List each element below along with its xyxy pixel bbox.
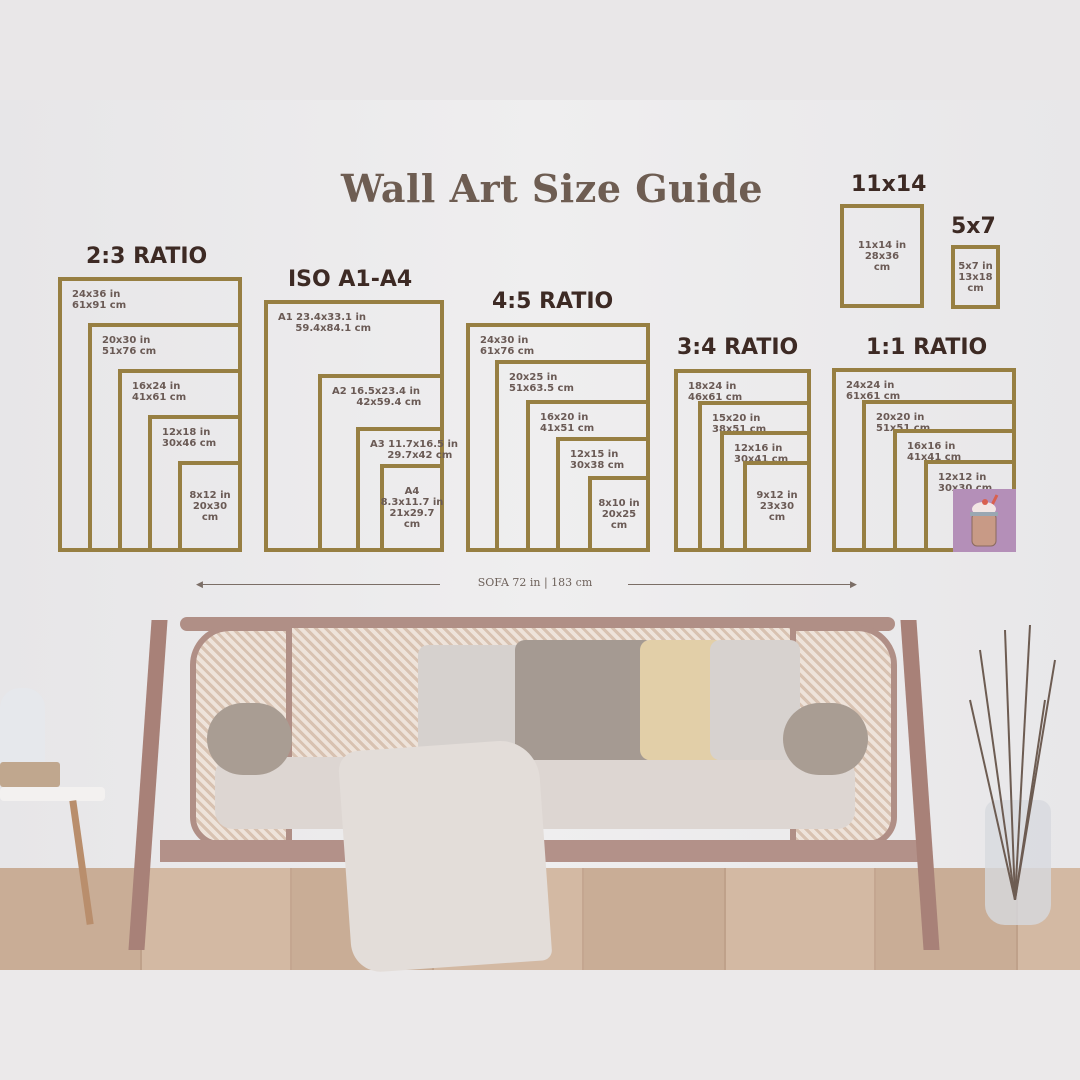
size-label: 8x12 in 20x30 cm <box>189 490 231 523</box>
size-label: A4 8.3x11.7 in 21x29.7 cm <box>380 486 444 530</box>
sofa-top-rail <box>180 617 895 631</box>
size-label: 12x16 in 30x41 cm <box>734 443 789 465</box>
group-heading: ISO A1-A4 <box>288 267 413 292</box>
milkshake-artwork <box>953 489 1016 552</box>
size-label: 9x12 in 23x30 cm <box>756 490 798 523</box>
size-frame <box>951 245 1000 309</box>
group-heading: 3:4 RATIO <box>677 335 799 360</box>
top-band <box>0 0 1080 100</box>
size-label: A2 16.5x23.4 in 42x59.4 cm <box>332 386 422 408</box>
size-label: 16x20 in 41x51 cm <box>540 412 595 434</box>
sofa-measure-line-left <box>198 584 440 585</box>
pillow-taupe <box>515 640 655 760</box>
arrow-left-icon: ◀ <box>196 580 203 590</box>
size-label: 16x16 in 41x41 cm <box>907 441 962 463</box>
size-frame <box>588 476 650 552</box>
group-heading: 5x7 <box>951 214 996 239</box>
size-label: 20x25 in 51x63.5 cm <box>509 372 574 394</box>
bottom-band <box>0 970 1080 1080</box>
bolster-left <box>207 703 292 775</box>
milkshake-icon <box>970 494 999 547</box>
size-label: 16x24 in 41x61 cm <box>132 381 187 403</box>
group-heading: 4:5 RATIO <box>492 289 614 314</box>
sofa-measure-line-right <box>628 584 855 585</box>
size-label: 12x15 in 30x38 cm <box>570 449 625 471</box>
size-label: A3 11.7x16.5 in 29.7x42 cm <box>370 439 459 461</box>
size-frame <box>178 461 242 552</box>
size-label: 24x36 in 61x91 cm <box>72 289 127 311</box>
page-title: Wall Art Size Guide <box>340 166 763 211</box>
arrow-right-icon: ▶ <box>850 580 857 590</box>
glass-jar <box>0 688 45 768</box>
size-label: 5x7 in 13x18 cm <box>958 260 993 294</box>
size-label: 12x12 in 30x30 cm <box>938 472 992 494</box>
size-label: 24x24 in 61x61 cm <box>846 380 901 402</box>
throw-blanket <box>337 738 553 974</box>
branches-icon <box>969 624 1056 900</box>
group-heading: 11x14 <box>851 172 927 197</box>
pillow-grey <box>418 645 533 755</box>
size-label: 8x10 in 20x25 cm <box>598 497 640 531</box>
size-label: 20x20 in 51x51 cm <box>876 412 931 434</box>
size-label: 20x30 in 51x76 cm <box>102 335 157 357</box>
size-label: 12x18 in 30x46 cm <box>162 427 217 449</box>
size-frame <box>840 204 924 308</box>
basket <box>0 762 60 787</box>
bolster-right <box>783 703 868 775</box>
group-heading: 2:3 RATIO <box>86 244 208 269</box>
size-frame <box>380 464 444 552</box>
size-label: 15x20 in 38x51 cm <box>712 413 767 435</box>
sofa-measure-label: SOFA 72 in | 183 cm <box>477 576 593 589</box>
size-frame <box>743 461 811 552</box>
size-label: 11x14 in 28x36 cm <box>857 239 907 273</box>
size-label: 18x24 in 46x61 cm <box>688 381 743 403</box>
side-table-top <box>0 787 105 801</box>
size-label: A1 23.4x33.1 in 59.4x84.1 cm <box>278 312 372 334</box>
size-label: 24x30 in 61x76 cm <box>480 335 535 357</box>
group-heading: 1:1 RATIO <box>866 335 988 360</box>
